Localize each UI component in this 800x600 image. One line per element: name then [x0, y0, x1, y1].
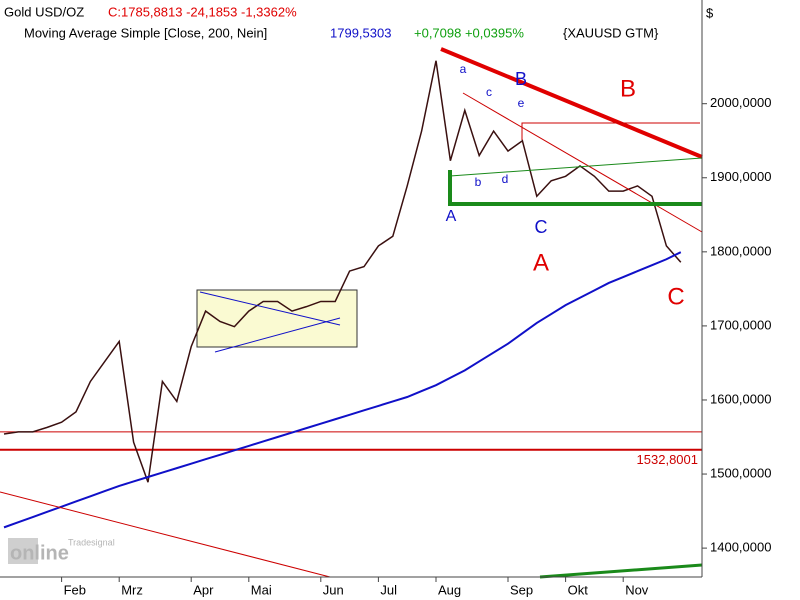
- y-tick-label: 1400,0000: [710, 540, 771, 555]
- annotation: c: [486, 85, 492, 99]
- trendline: [440, 47, 703, 159]
- x-tick-label: Okt: [568, 582, 589, 597]
- trendline: [448, 170, 702, 206]
- y-tick-label: 2000,0000: [710, 95, 771, 110]
- plot: [0, 60, 702, 529]
- trendline: [199, 291, 341, 326]
- x-tick-label: Mrz: [121, 582, 143, 597]
- logo-top: Tradesignal: [68, 537, 115, 547]
- trendline: [449, 157, 703, 177]
- y-tick-label: 1500,0000: [710, 465, 771, 480]
- annotation: a: [460, 62, 467, 76]
- x-tick-label: Aug: [438, 582, 461, 597]
- logo-main: online: [10, 542, 69, 564]
- horizontal-line-label: 1532,8001: [637, 452, 698, 467]
- x-tick-label: Nov: [625, 582, 649, 597]
- trendline: [462, 92, 703, 233]
- trendline: [214, 317, 341, 353]
- x-tick-label: Sep: [510, 582, 533, 597]
- currency-label: $: [706, 5, 714, 20]
- x-tick-label: Feb: [64, 582, 86, 597]
- annotation: A: [533, 249, 549, 276]
- price-line: [3, 60, 682, 483]
- annotation: b: [475, 175, 482, 189]
- annotation: e: [518, 96, 525, 110]
- annotation: A: [446, 208, 457, 225]
- annotation: B: [620, 75, 636, 102]
- header-symbol: Gold USD/OZ: [4, 4, 84, 19]
- indicator-source: {XAUUSD GTM}: [563, 25, 659, 40]
- header-quote: C:1785,8813 -24,1853 -1,3362%: [108, 4, 297, 19]
- annotation: d: [502, 172, 509, 186]
- y-tick-label: 1800,0000: [710, 243, 771, 258]
- x-tick-label: Jul: [380, 582, 397, 597]
- x-tick-label: Jun: [323, 582, 344, 597]
- trendline: [0, 491, 331, 578]
- trendline: [539, 563, 703, 579]
- annotation: C: [667, 283, 684, 310]
- watermark: Tradesignal online: [8, 537, 115, 564]
- moving-average-line: [3, 251, 682, 529]
- indicator-value: 1799,5303: [330, 25, 391, 40]
- annotation: C: [535, 217, 548, 237]
- y-tick-label: 1700,0000: [710, 317, 771, 332]
- header: Gold USD/OZ C:1785,8813 -24,1853 -1,3362…: [4, 4, 714, 40]
- annotation: B: [515, 69, 527, 89]
- indicator-change: +0,7098 +0,0395%: [414, 25, 524, 40]
- x-tick-label: Apr: [193, 582, 214, 597]
- y-tick-label: 1600,0000: [710, 391, 771, 406]
- trendline: [521, 122, 700, 140]
- indicator-name: Moving Average Simple [Close, 200, Nein]: [24, 25, 267, 40]
- x-tick-label: Mai: [251, 582, 272, 597]
- logo-box: [8, 538, 38, 564]
- consolidation-box: [196, 289, 358, 348]
- trendlines: [0, 47, 703, 579]
- y-tick-label: 1900,0000: [710, 169, 771, 184]
